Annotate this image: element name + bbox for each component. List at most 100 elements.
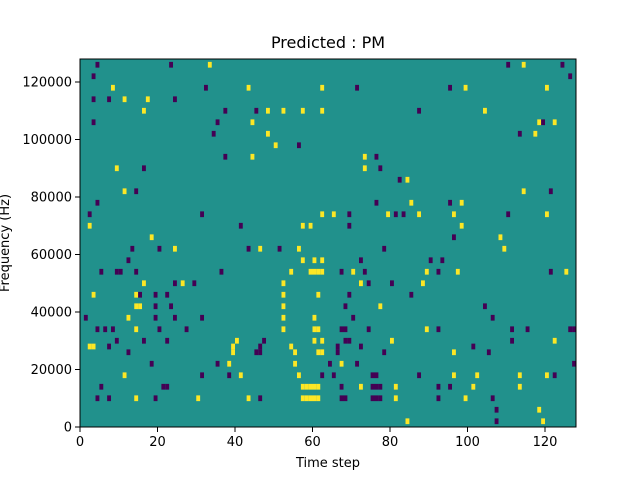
heatmap-cell-high [552,119,557,126]
heatmap-cell-high [316,349,321,356]
heatmap-cell-high [483,107,487,114]
heatmap-cell-high [238,372,243,379]
heatmap-cell-high [517,383,522,390]
heatmap-cell-low [165,291,170,298]
heatmap-cell-high [424,268,429,275]
heatmap-cell-high [405,176,410,183]
heatmap-cell-high [320,107,325,114]
heatmap-cell-high [122,96,127,103]
heatmap-cell-low [552,372,557,379]
heatmap-cell-low [95,326,100,333]
heatmap-cell-high [545,84,549,91]
heatmap-cell-high [421,280,425,287]
heatmap-cell-low [258,349,263,356]
heatmap-cell-low [452,234,456,241]
heatmap-cell-high [564,268,569,275]
heatmap-cell-low [494,418,499,425]
heatmap-cell-low [568,73,573,80]
y-tick-label: 120000 [22,76,72,91]
heatmap-cell-low [161,383,166,390]
heatmap-cell-high [145,96,150,103]
heatmap-cell-high [312,395,317,402]
heatmap-cell-low [173,280,177,287]
heatmap-cell-high [316,383,321,390]
heatmap-cell-high [362,165,367,172]
heatmap-cell-low [111,326,115,333]
heatmap-cell-high [134,395,139,402]
heatmap-cell-high [122,188,127,195]
heatmap-cell-high [173,245,177,252]
heatmap-cell-low [448,383,453,390]
heatmap-cell-high [498,234,503,241]
x-tick-label: 20 [149,435,166,450]
y-tick-label: 40000 [31,306,72,321]
heatmap-cell-low [173,96,177,103]
heatmap-cell-low [409,291,414,298]
heatmap-cell-low [211,130,216,137]
heatmap-cell-low [83,314,88,321]
heatmap-cell-high [316,395,321,402]
heatmap-cell-low [153,303,158,310]
heatmap-cell-low [200,211,205,218]
heatmap-cell-low [339,326,344,333]
heatmap-cell-high [312,268,317,275]
heatmap-cell-low [390,280,394,287]
heatmap-cell-high [87,343,92,350]
heatmap-cell-low [215,119,220,126]
heatmap-cell-high [250,153,255,160]
heatmap-cell-low [359,343,363,350]
heatmap-cell-high [316,291,321,298]
heatmap-cell-high [134,303,139,310]
heatmap-cell-low [95,61,100,68]
heatmap-cell-low [134,268,139,275]
heatmap-cell-low [370,395,375,402]
heatmap-cell-low [107,96,112,103]
heatmap-cell-low [506,211,511,218]
heatmap-cell-high [463,84,468,91]
x-tick-label: 0 [76,435,84,450]
heatmap-cell-high [180,280,185,287]
heatmap-cell-low [417,107,422,114]
heatmap-cell-low [169,303,174,310]
heatmap-cell-high [231,349,236,356]
heatmap-cell-high [300,383,305,390]
heatmap-cell-low [401,211,406,218]
heatmap-cell-high [281,291,286,298]
heatmap-cell-low [510,326,515,333]
heatmap-cell-low [382,245,387,252]
heatmap-cell-low [219,268,224,275]
heatmap-cell-high [312,337,317,344]
heatmap-cell-high [316,268,321,275]
heatmap-cell-high [316,326,321,333]
heatmap-cell-high [142,280,146,287]
heatmap-cell-low [91,73,96,80]
heatmap-cell-high [386,211,391,218]
heatmap-cell-high [289,268,294,275]
heatmap-cell-high [320,257,325,264]
heatmap-cell-low [165,337,170,344]
heatmap-cell-low [440,257,445,264]
heatmap-cell-high [149,234,154,241]
heatmap-cell-low [548,268,553,275]
heatmap-cell-high [235,337,239,344]
heatmap-cell-low [335,349,340,356]
heatmap-cell-low [448,84,453,91]
heatmap-cell-low [335,343,340,350]
heatmap-cell-high [134,291,139,298]
heatmap-cell-low [374,372,379,379]
heatmap-cell-high [312,326,317,333]
heatmap-cell-high [459,199,464,206]
heatmap-cell-low [126,257,131,264]
heatmap-cell-high [312,314,317,321]
heatmap-cell-high [196,395,201,402]
heatmap-cell-low [91,96,96,103]
heatmap-cell-high [122,372,127,379]
heatmap-cell-low [157,326,162,333]
heatmap-cell-low [339,383,344,390]
heatmap-cell-low [126,349,131,356]
heatmap-cell-low [238,222,243,229]
heatmap-cell-high [138,303,143,310]
heatmap-cell-high [258,245,263,252]
heatmap-cell-high [297,245,301,252]
y-tick-label: 20000 [31,363,72,378]
